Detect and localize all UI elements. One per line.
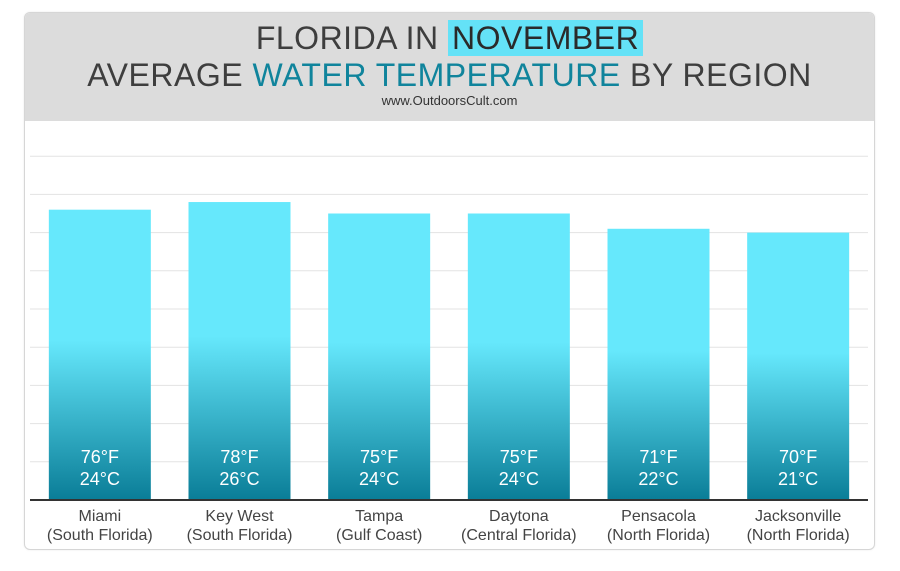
category-label-city: Key West bbox=[205, 508, 274, 525]
category-label-city: Daytona bbox=[489, 508, 549, 525]
category-label-city: Miami bbox=[78, 508, 121, 525]
category-label-region: (North Florida) bbox=[607, 527, 710, 544]
title-prefix: FLORIDA IN bbox=[255, 20, 449, 56]
category-label-region: (South Florida) bbox=[47, 527, 153, 544]
value-label-fahrenheit: 75°F bbox=[360, 447, 398, 467]
bar bbox=[607, 228, 710, 500]
value-label-celsius: 24°C bbox=[80, 469, 120, 489]
category-label-city: Tampa bbox=[355, 508, 403, 525]
chart-card: FLORIDA IN NOVEMBER AVERAGE WATER TEMPER… bbox=[24, 12, 875, 550]
category-label-region: (Gulf Coast) bbox=[336, 527, 422, 544]
gridlines bbox=[30, 155, 868, 463]
value-label-fahrenheit: 70°F bbox=[779, 447, 817, 467]
category-label-region: (North Florida) bbox=[747, 527, 850, 544]
title-month-highlight: NOVEMBER bbox=[448, 20, 644, 56]
bar bbox=[747, 232, 850, 500]
chart-header: FLORIDA IN NOVEMBER AVERAGE WATER TEMPER… bbox=[25, 13, 874, 121]
value-label-celsius: 26°C bbox=[219, 469, 259, 489]
website-credit: www.OutdoorsCult.com bbox=[381, 93, 518, 108]
chart-title-line1: FLORIDA IN NOVEMBER bbox=[25, 20, 874, 56]
bars bbox=[48, 202, 850, 501]
bar bbox=[328, 213, 431, 500]
value-label-celsius: 24°C bbox=[359, 469, 399, 489]
subtitle-suffix: BY REGION bbox=[620, 57, 812, 93]
value-label-fahrenheit: 71°F bbox=[639, 447, 677, 467]
value-label-fahrenheit: 76°F bbox=[81, 447, 119, 467]
category-label-region: (South Florida) bbox=[187, 527, 293, 544]
bar bbox=[188, 202, 291, 501]
subtitle-prefix: AVERAGE bbox=[87, 57, 253, 93]
chart-title-line2: AVERAGE WATER TEMPERATURE BY REGION bbox=[25, 57, 874, 93]
value-label-celsius: 21°C bbox=[778, 469, 818, 489]
value-label-celsius: 24°C bbox=[499, 469, 539, 489]
value-label-fahrenheit: 75°F bbox=[500, 447, 538, 467]
category-label-region: (Central Florida) bbox=[461, 527, 577, 544]
value-label-fahrenheit: 78°F bbox=[220, 447, 258, 467]
category-label-city: Pensacola bbox=[621, 508, 696, 525]
subtitle-accent: WATER TEMPERATURE bbox=[252, 57, 621, 93]
bar bbox=[48, 209, 151, 500]
category-label-city: Jacksonville bbox=[755, 508, 841, 525]
value-label-celsius: 22°C bbox=[638, 469, 678, 489]
bar bbox=[467, 213, 570, 500]
